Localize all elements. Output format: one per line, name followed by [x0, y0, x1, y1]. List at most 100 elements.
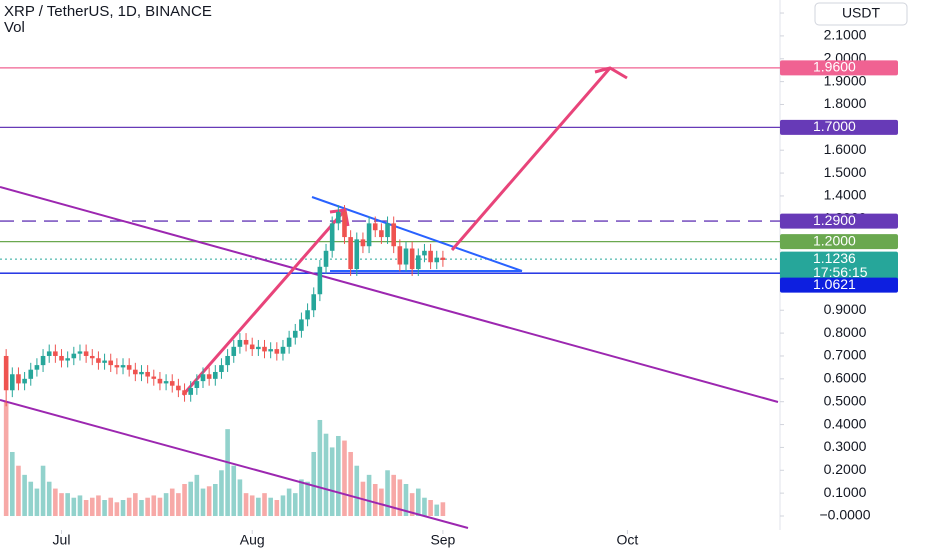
volume-bar [292, 493, 298, 517]
candle-body [397, 246, 403, 265]
candle-body [89, 355, 95, 359]
x-tick-label: Oct [617, 532, 639, 548]
price-tag-label: 1.2000 [813, 232, 856, 248]
y-tick-label: 1.8000 [824, 95, 867, 111]
volume-bar [22, 474, 27, 517]
y-tick-label: 0.1000 [824, 484, 867, 500]
candle-body [379, 230, 384, 238]
y-tick-label: 0.3000 [824, 438, 867, 454]
candle-body [83, 351, 89, 356]
y-tick-label: 0.9000 [824, 301, 867, 317]
volume-bar [169, 488, 175, 517]
y-tick-label: 0.5000 [824, 392, 867, 408]
volume-bar [231, 465, 237, 517]
candle-body [59, 355, 64, 361]
candle-body [114, 365, 120, 368]
candle-body [163, 381, 169, 384]
volume-bar [336, 435, 341, 517]
volume-bar [145, 497, 150, 517]
price-tag [780, 213, 898, 229]
y-tick-label: 0.6000 [824, 370, 867, 386]
arrow-head [329, 208, 350, 227]
candle-body [415, 255, 421, 270]
candle-body [219, 365, 224, 372]
volume-bar [46, 481, 52, 517]
candle-body [422, 250, 427, 256]
candle-body [329, 223, 335, 251]
volume-bar [3, 401, 9, 517]
candle-body [71, 353, 77, 359]
candle-body [299, 319, 304, 331]
volume-bar [96, 495, 101, 517]
volume-bar [415, 488, 421, 517]
volume-bar [268, 497, 273, 517]
arrow-line [450, 67, 612, 251]
candle-body [108, 360, 114, 366]
candle-body [120, 365, 126, 368]
candles [3, 205, 446, 407]
channel-upper [0, 186, 779, 403]
y-tick-label: 1.4000 [824, 187, 867, 203]
volume-bar [28, 481, 34, 517]
y-tick-label: 0.4000 [824, 415, 867, 431]
volume-bar [108, 497, 114, 517]
volume-bar [299, 479, 304, 517]
candle-body [145, 371, 150, 377]
candle-body [385, 223, 390, 238]
volume-bar [65, 493, 70, 517]
candle-body [157, 378, 163, 384]
y-tick-label: 1.9000 [824, 72, 867, 88]
candle-body [200, 374, 206, 382]
volume-bar [151, 495, 157, 517]
candle-body [46, 351, 52, 356]
candle-body [139, 371, 144, 375]
price-tag-label: 1.0621 [813, 276, 856, 292]
candle-body [53, 351, 58, 356]
volume-bar [323, 433, 329, 517]
candle-body [372, 223, 378, 231]
candle-body [28, 369, 34, 379]
arrow-line [181, 209, 347, 396]
volume-bar [139, 500, 144, 517]
price-tag [780, 60, 898, 76]
candle-body [311, 294, 317, 311]
y-tick-label: 1.5000 [824, 164, 867, 180]
candle-body [10, 374, 15, 391]
candle-body [176, 385, 181, 391]
candle-body [231, 346, 237, 356]
volume-bar [391, 474, 396, 517]
price-tag-label: 1.9600 [813, 59, 856, 75]
volume-bar [428, 500, 433, 517]
volume-bar [286, 488, 292, 517]
volume-bar [280, 495, 286, 517]
price-tag-label: 1.7000 [813, 118, 856, 134]
volume-bar [256, 497, 261, 517]
x-tick-label: Jul [53, 532, 71, 548]
triangle-upper [311, 196, 523, 272]
volume-bar [34, 488, 40, 517]
candle-body [151, 376, 157, 379]
countdown: 17:56:15 [813, 264, 868, 280]
candle-body [237, 339, 243, 347]
candle-body [126, 365, 132, 370]
candle-body [22, 378, 27, 384]
price-tag [780, 119, 898, 135]
volume-bar [262, 493, 267, 517]
volume-bar [237, 479, 243, 517]
candle-body [336, 211, 341, 224]
candle-body [225, 355, 230, 366]
x-tick-label: Sep [430, 532, 455, 548]
volume-bar [372, 484, 378, 517]
volume-bar [212, 484, 218, 517]
candle-body [206, 374, 212, 379]
currency-box[interactable] [814, 2, 908, 26]
candle-body [96, 358, 101, 363]
volume-bar [311, 451, 317, 517]
volume-bar [194, 474, 200, 517]
price-tags: 1.96001.70001.29001.20001.123617:56:151.… [780, 59, 898, 293]
y-tick-label: 1.6000 [824, 141, 867, 157]
volume-bar [409, 493, 415, 517]
currency[interactable]: USDT [842, 5, 881, 21]
candle-body [305, 310, 310, 320]
